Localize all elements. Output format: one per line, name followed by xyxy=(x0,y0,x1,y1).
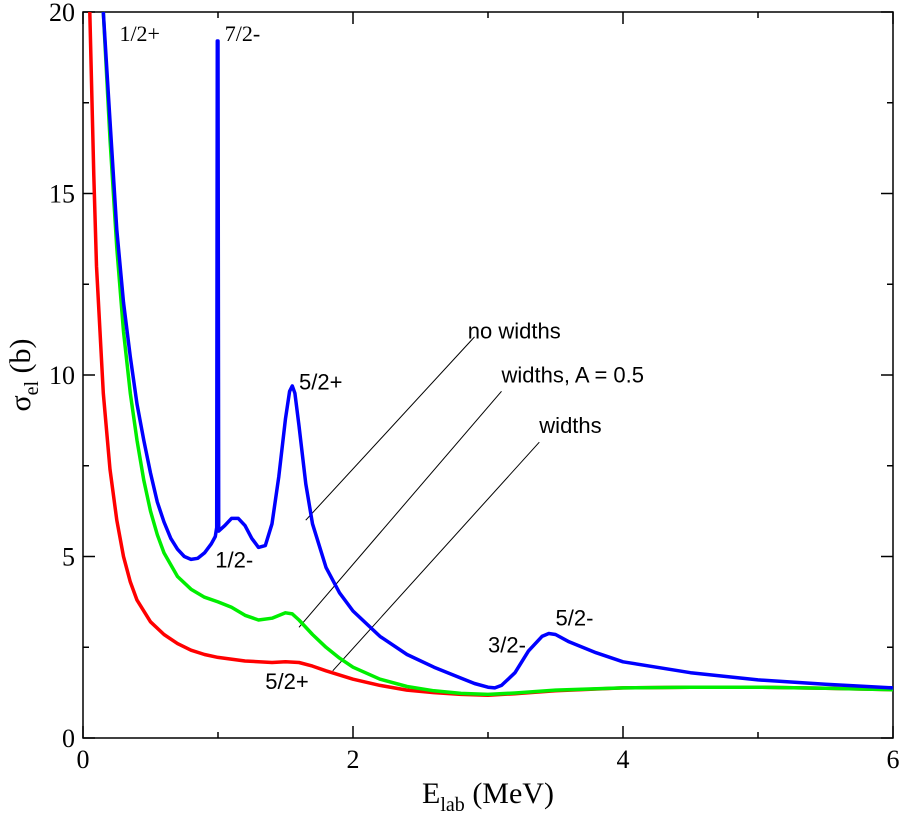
x-tick-label: 6 xyxy=(887,745,900,774)
leader-line xyxy=(305,336,475,521)
y-tick-label: 0 xyxy=(62,724,75,753)
y-tick-label: 10 xyxy=(49,361,75,390)
annotation-label: 7/2- xyxy=(225,21,260,46)
x-axis-title: Elab (MeV) xyxy=(422,777,554,814)
series-line-no-widths xyxy=(101,11,894,690)
annotation-label: widths, A = 0.5 xyxy=(501,362,644,387)
series-group xyxy=(88,11,894,697)
y-tick-label: 20 xyxy=(49,0,75,27)
y-tick-label: 15 xyxy=(49,180,75,209)
leader-line xyxy=(298,391,502,628)
x-axis-title-main: E xyxy=(422,777,440,810)
plot-frame xyxy=(82,11,894,739)
series-line-widths xyxy=(88,11,894,697)
tick-labels: 0 2 4 6 0 5 10 15 20 xyxy=(49,0,900,774)
y-axis-title-unit: (b) xyxy=(4,338,37,380)
axis-ticks xyxy=(82,11,894,739)
annotation-label: 5/2+ xyxy=(299,370,342,395)
x-tick-label: 4 xyxy=(617,745,630,774)
y-axis-title: σel (b) xyxy=(4,338,43,411)
annotation-label: 1/2+ xyxy=(119,21,160,46)
x-axis-title-unit: (MeV) xyxy=(465,777,554,810)
annotation-label: widths xyxy=(538,413,601,438)
y-axis-title-main: σ xyxy=(4,395,37,411)
y-axis-title-sub: el xyxy=(21,380,43,395)
y-tick-label: 5 xyxy=(62,543,75,572)
x-axis-title-sub: lab xyxy=(440,794,464,814)
annotation-leader-lines xyxy=(298,336,540,672)
annotation-label: no widths xyxy=(468,319,561,344)
annotation-label: 5/2+ xyxy=(265,669,308,694)
x-tick-label: 0 xyxy=(77,745,90,774)
x-tick-label: 2 xyxy=(347,745,360,774)
annotation-label: 1/2- xyxy=(215,547,253,572)
series-line-widths-a-0-5 xyxy=(101,11,894,697)
leader-line xyxy=(332,441,540,672)
annotation-label: 5/2- xyxy=(556,605,594,630)
annotation-label: 3/2- xyxy=(488,633,526,658)
annotations: 1/2+ 7/2- 5/2+ 1/2- 5/2+ 3/2- 5/2- no widths wid… xyxy=(119,21,644,694)
